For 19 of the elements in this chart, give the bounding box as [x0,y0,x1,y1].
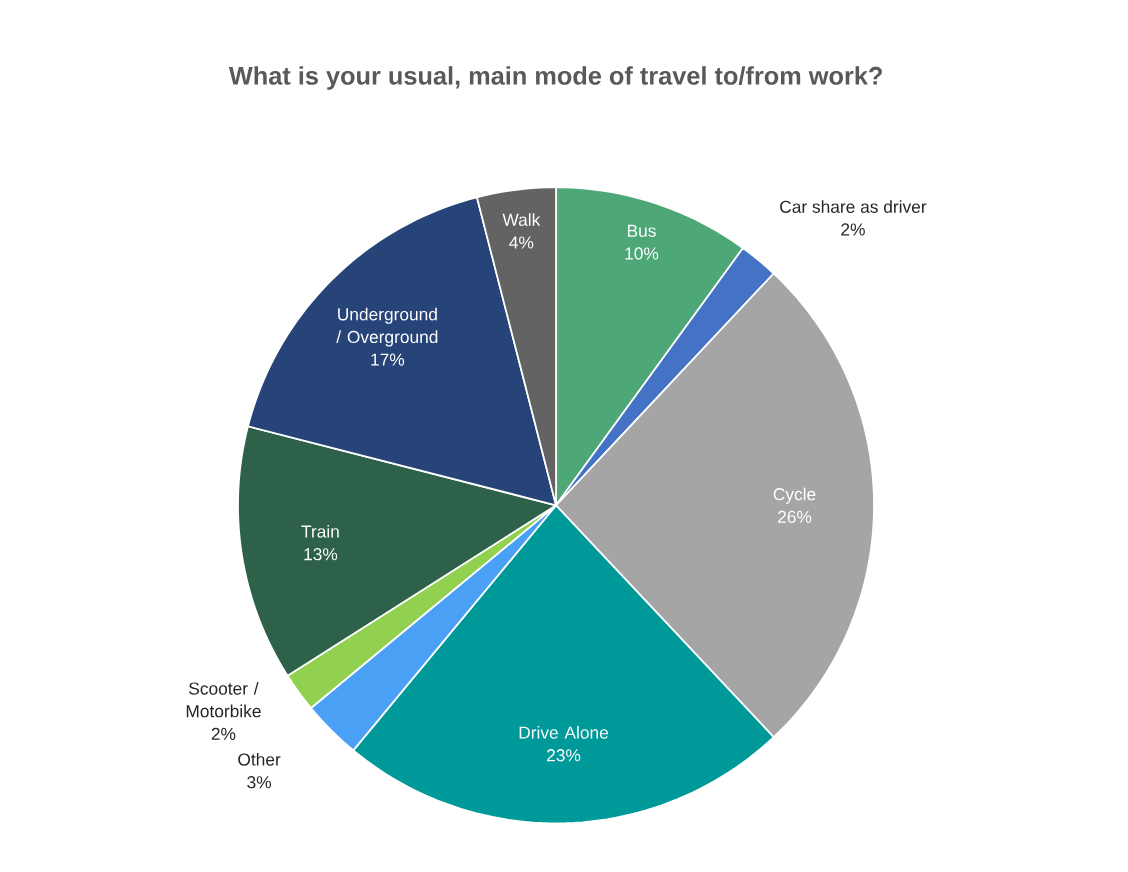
data-label: 23% [547,749,581,762]
data-label: 10% [625,247,659,260]
slice-label: Train [301,524,339,538]
slice-label: Bus [627,224,656,237]
data-label: 13% [304,548,338,561]
slice-label: Walk [502,213,541,226]
data-label: 4% [509,236,534,249]
slice-label: Car share as driver [780,200,927,213]
data-label: 2% [211,727,236,740]
slice-label: Cycle [773,487,816,504]
slice-label: Drive Alone [519,726,608,739]
data-label: 3% [247,776,271,789]
slice-label: Underground / Overground [336,307,438,347]
chart-title: What is your usual, main mode of travel to/from work? [228,66,882,90]
slice-label: Scooter / Motorbike [186,681,261,718]
data-label: 26% [778,510,812,524]
data-label: 17% [371,353,405,366]
slice-label: Other [238,752,281,766]
data-label: 2% [841,223,865,236]
